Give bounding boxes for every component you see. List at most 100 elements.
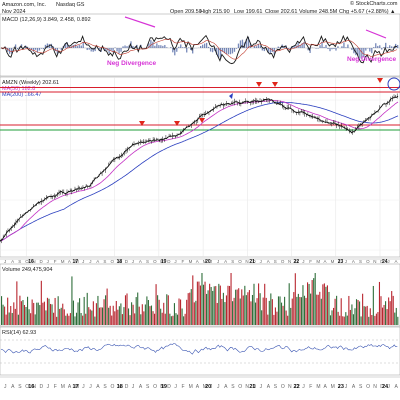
macd-histogram-bar: [182, 47, 184, 48]
volume-bar: [313, 278, 315, 325]
volume-bar: [381, 307, 384, 325]
volume-bar: [242, 295, 244, 325]
month-label: A: [68, 384, 72, 390]
volume-bar: [270, 293, 272, 325]
volume-bar: [397, 316, 399, 325]
arrow-marker: [199, 118, 205, 123]
month-label: A: [196, 259, 199, 264]
volume-bar: [68, 315, 70, 325]
macd-histogram-bar: [34, 48, 37, 50]
macd-histogram-bar: [217, 48, 220, 58]
macd-histogram-bar: [333, 48, 335, 49]
volume-bar: [395, 307, 397, 325]
volume-bar: [183, 316, 185, 325]
macd-histogram-bar: [106, 48, 108, 51]
month-label: F: [182, 384, 185, 390]
macd-histogram-bar: [124, 45, 126, 48]
volume-bar: [355, 299, 358, 325]
month-label: J: [345, 384, 348, 390]
month-label: N: [160, 259, 163, 264]
macd-histogram-bar: [180, 44, 182, 48]
volume-bar: [391, 291, 393, 325]
month-label: M: [203, 259, 207, 264]
macd-histogram-bar: [10, 48, 13, 54]
volume-bar: [114, 311, 116, 325]
volume-bar: [389, 301, 391, 325]
month-label: J: [345, 259, 347, 264]
volume-bar: [149, 306, 151, 325]
volume-bar: [368, 316, 370, 325]
volume-bar: [126, 293, 128, 325]
macd-histogram-bar: [327, 48, 329, 50]
quote-close: Close 202.61: [265, 9, 297, 15]
month-label: A: [224, 259, 227, 264]
volume-bar: [123, 307, 125, 325]
volume-bar: [161, 312, 163, 325]
volume-bar: [232, 301, 234, 325]
macd-histogram-bar: [227, 48, 230, 55]
macd-histogram-bar: [166, 47, 168, 48]
volume-bar: [383, 304, 385, 325]
month-label: O: [238, 259, 242, 264]
volume-bar: [320, 298, 322, 325]
macd-histogram-bar: [375, 43, 377, 48]
volume-bar: [287, 315, 289, 325]
watermark: © StockCharts.com: [350, 0, 398, 7]
volume-bar: [69, 313, 71, 325]
macd-panel: [0, 13, 400, 77]
price-bars: [0, 93, 398, 244]
volume-bar: [219, 285, 221, 325]
month-label: D: [380, 384, 384, 390]
year-label: 24: [382, 384, 389, 390]
month-label: J: [47, 259, 49, 264]
volume-bar: [316, 294, 318, 325]
month-label: S: [18, 259, 21, 264]
arrow-marker: [272, 82, 278, 87]
year-label: 17: [72, 384, 78, 390]
arrow-marker: [256, 82, 262, 87]
month-label: F: [309, 259, 312, 264]
volume-bar: [25, 306, 27, 325]
volume-bar: [250, 301, 252, 325]
volume-bar: [65, 315, 67, 325]
macd-histogram-bar: [351, 48, 353, 51]
volume-bar: [241, 289, 243, 325]
volume-bar: [265, 297, 267, 325]
volume-bar: [261, 310, 263, 325]
volume-bar: [206, 293, 208, 325]
macd-histogram-bar: [247, 36, 250, 48]
volume-bar: [48, 298, 50, 325]
volume-bar: [213, 286, 215, 325]
month-label: O: [366, 259, 370, 264]
volume-bar: [74, 316, 76, 325]
volume-bar: [354, 308, 356, 325]
month-label: O: [366, 384, 370, 390]
volume-bar: [277, 296, 280, 325]
macd-histogram-bar: [341, 46, 343, 48]
volume-bar: [342, 316, 344, 325]
volume-bar: [360, 316, 362, 325]
month-label: F: [54, 259, 57, 264]
month-label: A: [395, 384, 399, 390]
volume-bar: [127, 308, 130, 325]
macd-histogram-bar: [42, 48, 45, 50]
macd-histogram-bar: [30, 48, 33, 50]
macd-histogram-bar: [52, 46, 55, 48]
volume-bar: [75, 312, 78, 325]
macd-histogram-bar: [156, 43, 158, 48]
month-label: A: [324, 259, 327, 264]
macd-histogram-bar: [225, 48, 228, 55]
macd-histogram-bar: [237, 43, 240, 48]
volume-bar: [164, 313, 166, 325]
month-label: D: [380, 259, 384, 264]
volume-bar: [186, 299, 188, 325]
volume-bar: [10, 306, 12, 325]
volume-bar: [170, 316, 172, 325]
volume-bar: [215, 286, 217, 325]
macd-histogram-bar: [359, 48, 361, 59]
macd-histogram-bar: [20, 44, 23, 48]
volume-bar: [175, 313, 177, 325]
year-label: 22: [294, 259, 300, 265]
price-grid: [0, 77, 400, 257]
month-label: J: [132, 384, 135, 390]
